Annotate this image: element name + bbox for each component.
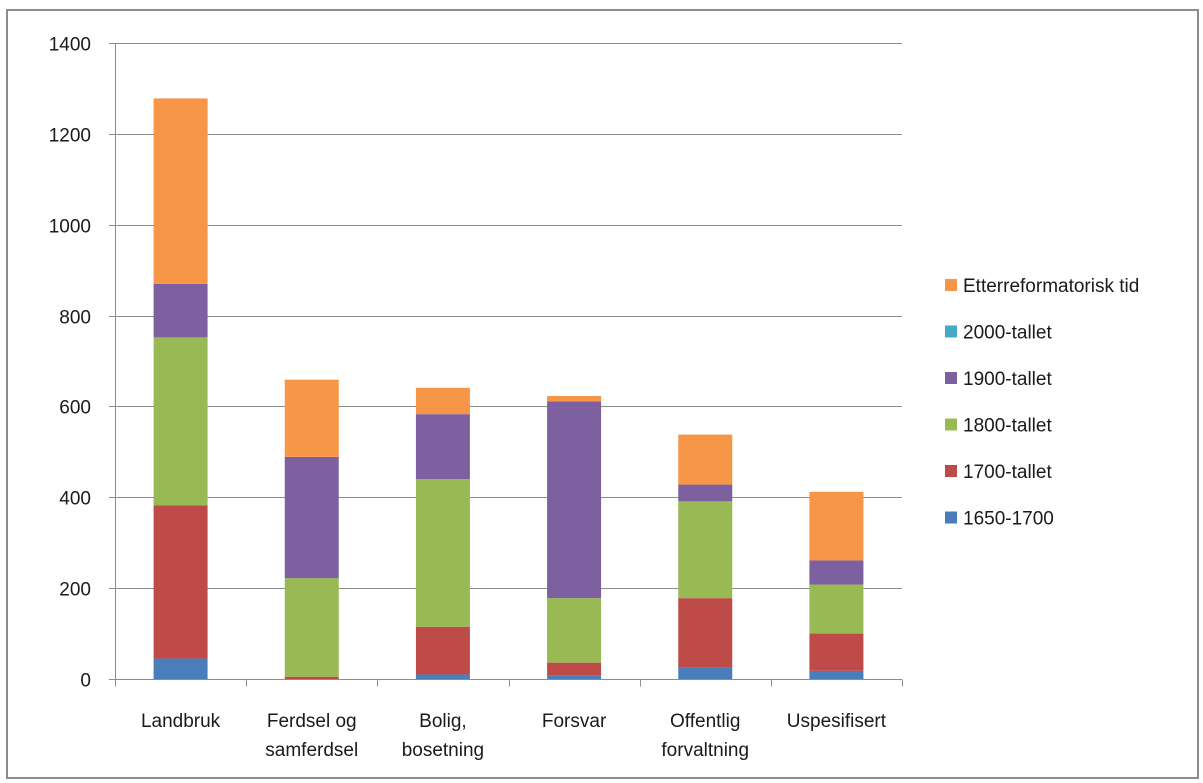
legend: Etterreformatorisk tid 2000-tallet 1900-ta… bbox=[945, 276, 1139, 530]
bar-segment bbox=[809, 633, 864, 671]
y-tick-label: 1400 bbox=[49, 35, 91, 56]
bar-segment bbox=[809, 491, 864, 561]
bar-segment bbox=[284, 578, 339, 677]
bar-segment bbox=[415, 414, 470, 480]
bar-segment bbox=[547, 395, 602, 402]
legend-label: 1700-tallet bbox=[963, 462, 1052, 483]
x-axis: Landbruk Ferdsel og samferdsel Bolig, bosetn… bbox=[115, 679, 903, 761]
legend-label: Etterreformatorisk tid bbox=[963, 276, 1139, 297]
x-category-label: Offentlig bbox=[670, 711, 740, 732]
bar-segment bbox=[547, 598, 602, 663]
legend-label: 1650-1700 bbox=[963, 509, 1054, 530]
bar-segment bbox=[547, 675, 602, 679]
legend-swatch bbox=[945, 511, 957, 524]
x-category-label: Landbruk bbox=[141, 711, 221, 732]
bar-segment bbox=[284, 456, 339, 579]
bar-segment bbox=[678, 598, 733, 668]
bar-segment bbox=[153, 98, 208, 284]
y-tick-label: 800 bbox=[59, 308, 91, 329]
x-category-label: Bolig, bbox=[419, 711, 467, 732]
bar-segment bbox=[415, 626, 470, 675]
bar-segment bbox=[547, 662, 602, 676]
x-category-label: forvaltning bbox=[661, 740, 749, 761]
bars bbox=[153, 98, 864, 679]
legend-swatch bbox=[945, 279, 957, 291]
bar-segment bbox=[678, 667, 733, 679]
bar-segment bbox=[284, 379, 339, 457]
legend-swatch bbox=[945, 372, 957, 384]
bar-segment bbox=[415, 674, 470, 679]
y-tick-label: 1200 bbox=[49, 126, 91, 147]
x-category-label: Forsvar bbox=[542, 711, 607, 732]
bar-segment bbox=[678, 484, 733, 502]
bar-segment bbox=[809, 584, 864, 634]
bar-segment bbox=[153, 658, 208, 679]
bar-segment bbox=[678, 434, 733, 485]
bar-segment bbox=[153, 283, 208, 338]
bar-segment bbox=[678, 501, 733, 599]
y-tick-label: 1000 bbox=[49, 217, 91, 238]
x-category-label: bosetning bbox=[402, 740, 484, 761]
x-category-label: Ferdsel og bbox=[267, 711, 357, 732]
bar-segment bbox=[809, 560, 864, 585]
legend-label: 1900-tallet bbox=[963, 369, 1052, 390]
y-tick-label: 200 bbox=[59, 580, 91, 601]
y-axis: 0 200 400 600 800 1000 1200 1400 bbox=[49, 35, 116, 692]
x-category-label: Uspesifisert bbox=[787, 711, 887, 732]
bar-segment bbox=[153, 505, 208, 659]
bar-segment bbox=[547, 401, 602, 599]
legend-swatch bbox=[945, 325, 957, 338]
bar-segment bbox=[415, 387, 470, 415]
bar-segment bbox=[809, 670, 864, 679]
y-tick-label: 0 bbox=[80, 671, 91, 692]
legend-swatch bbox=[945, 465, 957, 477]
legend-label: 2000-tallet bbox=[963, 323, 1052, 344]
legend-swatch bbox=[945, 418, 957, 431]
bar-segment bbox=[415, 479, 470, 627]
y-tick-label: 400 bbox=[59, 489, 91, 510]
gridlines bbox=[115, 43, 902, 589]
x-category-label: samferdsel bbox=[265, 740, 358, 761]
legend-label: 1800-tallet bbox=[963, 416, 1052, 437]
bar-segment bbox=[153, 337, 208, 506]
y-tick-label: 600 bbox=[59, 398, 91, 419]
bar-segment bbox=[284, 676, 339, 679]
